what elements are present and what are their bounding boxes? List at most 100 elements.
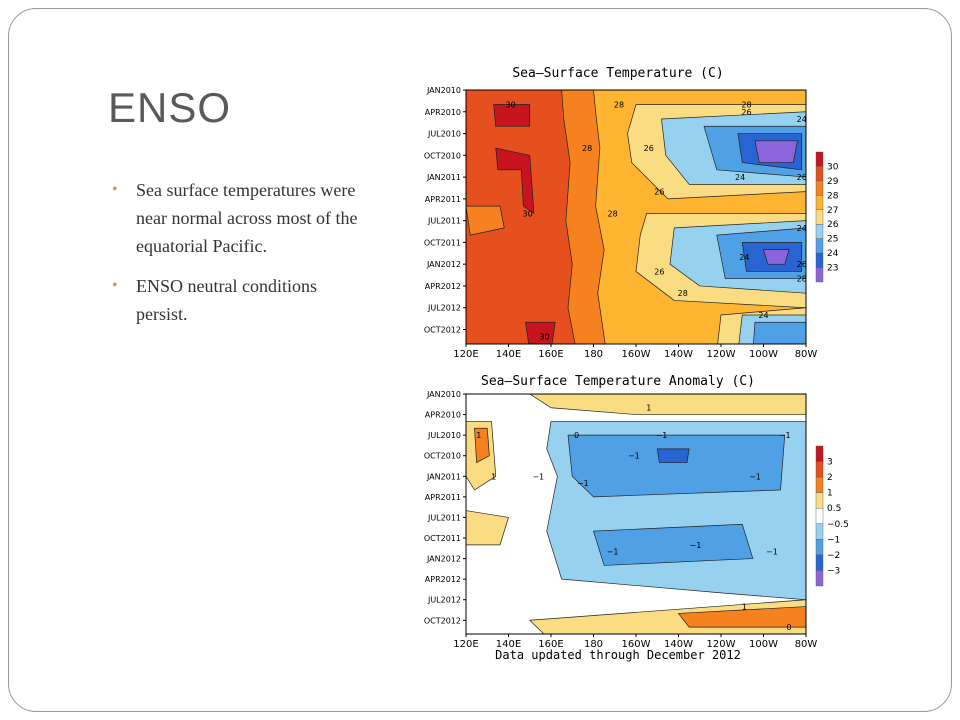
legend-swatch	[815, 151, 824, 167]
x-tick-label: 140W	[664, 639, 693, 650]
contour-region	[593, 523, 754, 566]
contour-label: 30	[540, 333, 550, 342]
contour-label: 1	[476, 431, 481, 440]
contour-region	[753, 321, 806, 344]
contour-label: 26	[797, 173, 807, 182]
y-tick-label: APR2011	[425, 195, 461, 204]
sst-chart-panel: Sea–Surface Temperature (C) 30 28 28 26 24 28…	[408, 66, 839, 366]
legend-swatch	[815, 570, 824, 587]
contour-region	[525, 321, 556, 344]
contour-label: 24	[797, 224, 807, 233]
contour-label: 28	[614, 101, 624, 110]
legend-swatch	[815, 166, 824, 182]
y-tick-label: JAN2010	[426, 86, 461, 95]
contour-label: 24	[735, 173, 745, 182]
contour-region	[754, 140, 798, 163]
contour-label: 24	[739, 253, 749, 262]
contour-label: −1	[532, 472, 544, 481]
slide-title: ENSO	[108, 84, 232, 131]
x-tick-label: 120W	[707, 349, 736, 360]
contour-label: 30	[506, 101, 516, 110]
legend-label: 30	[827, 162, 839, 172]
contour-label: 0	[574, 431, 579, 440]
legend-swatch	[815, 209, 824, 225]
contour-label: 24	[797, 115, 807, 124]
contour-label: −1	[577, 479, 589, 488]
legend-swatch	[815, 461, 824, 478]
contour-label: 26	[654, 267, 664, 276]
contour-label: −1	[628, 452, 640, 461]
y-tick-label: JAN2010	[426, 390, 461, 399]
legend-label: 29	[827, 177, 839, 187]
x-tick-label: 100W	[749, 349, 778, 360]
y-tick-label: JUL2010	[427, 431, 461, 440]
legend-label: −1	[827, 535, 840, 545]
contour-label: −1	[656, 431, 668, 440]
y-tick-label: JUL2012	[427, 596, 461, 605]
contour-region	[474, 427, 490, 463]
y-tick-label: OCT2011	[424, 534, 461, 543]
x-tick-label: 160W	[622, 349, 651, 360]
x-tick-label: 160W	[622, 639, 651, 650]
y-tick-label: OCT2012	[424, 616, 461, 625]
contour-region	[529, 394, 806, 415]
y-tick-label: OCT2010	[424, 151, 461, 160]
legend-swatch	[815, 238, 824, 254]
x-tick-label: 140E	[496, 349, 521, 360]
legend-swatch	[815, 195, 824, 210]
contour-region	[493, 104, 531, 127]
bullet-item: Sea surface temperatures were near norma…	[112, 176, 362, 260]
x-tick-label: 160E	[538, 349, 563, 360]
legend-swatch	[815, 445, 824, 462]
contour-label: 28	[582, 144, 592, 153]
contour-label: 26	[797, 260, 807, 269]
ssta-chart: 1 1 0 −1 −1 −1 −1 −1 −1 1 −1 −1 −1 1 0 120E 140E 160E 180 1…	[424, 390, 848, 650]
y-tick-label: APR2012	[425, 575, 461, 584]
x-tick-label: 80W	[795, 349, 818, 360]
contour-label: 28	[797, 275, 807, 284]
y-tick-label: JAN2012	[426, 260, 461, 269]
contour-region	[495, 147, 535, 214]
data-updated-note: Data updated through December 2012	[495, 648, 741, 662]
y-tick-label: OCT2010	[424, 452, 461, 461]
legend-label: 28	[827, 191, 839, 201]
legend-label: −0.5	[827, 520, 848, 530]
y-tick-label: JAN2012	[426, 555, 461, 564]
contour-label: 0	[786, 623, 791, 632]
y-tick-label: JUL2011	[427, 217, 461, 226]
bullet-item: ENSO neutral conditions persist.	[112, 272, 362, 328]
x-tick-label: 120W	[707, 639, 736, 650]
legend-label: 1	[827, 489, 833, 499]
legend-swatch	[815, 554, 824, 571]
x-tick-label: 80W	[795, 639, 818, 650]
y-tick-label: APR2010	[425, 411, 461, 420]
contour-label: −1	[779, 431, 791, 440]
contour-label: 1	[742, 603, 747, 612]
y-tick-label: JAN2011	[426, 472, 461, 481]
x-tick-label: 180	[584, 639, 603, 650]
contour-label: 26	[644, 144, 654, 153]
contour-region	[466, 205, 505, 236]
legend-label: 23	[827, 264, 838, 274]
legend-swatch	[815, 476, 824, 493]
x-tick-label: 120E	[453, 639, 478, 650]
x-tick-label: 140W	[664, 349, 693, 360]
contour-label: 26	[741, 108, 751, 117]
contour-label: −1	[607, 548, 619, 557]
contour-label: 30	[523, 209, 533, 218]
bullet-list: Sea surface temperatures were near norma…	[112, 176, 362, 340]
contour-region	[567, 434, 786, 498]
y-tick-label: APR2011	[425, 493, 461, 502]
legend-swatch	[815, 267, 824, 283]
y-tick-label: JUL2012	[427, 304, 461, 313]
legend-swatch	[815, 224, 824, 239]
legend-label: 3	[827, 458, 833, 468]
legend-label: 24	[827, 249, 839, 259]
contour-label: −1	[766, 548, 778, 557]
y-tick-label: OCT2011	[424, 238, 461, 247]
legend-label: 27	[827, 206, 838, 216]
contour-label: 28	[741, 101, 751, 110]
x-tick-label: 180	[584, 349, 603, 360]
contour-label: 26	[654, 188, 664, 197]
y-tick-label: OCT2012	[424, 325, 461, 334]
